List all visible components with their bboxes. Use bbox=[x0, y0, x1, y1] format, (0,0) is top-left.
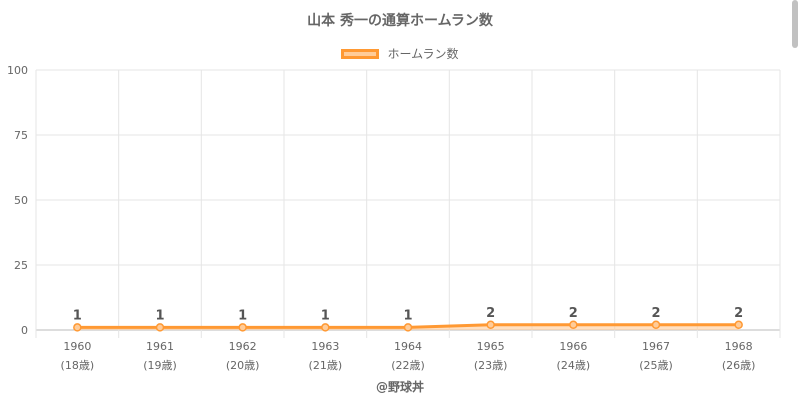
legend-label: ホームラン数 bbox=[387, 47, 459, 61]
legend-swatch bbox=[341, 48, 380, 59]
x-tick-label: 1962 bbox=[229, 340, 257, 353]
x-tick-label: 1963 bbox=[311, 340, 339, 353]
x-tick-sublabel: (20歳) bbox=[226, 359, 260, 372]
y-tick-label: 100 bbox=[7, 64, 28, 77]
x-tick-sublabel: (24歳) bbox=[557, 359, 591, 372]
x-tick-sublabel: (21歳) bbox=[309, 359, 343, 372]
x-tick-sublabel: (22歳) bbox=[391, 359, 425, 372]
x-tick-sublabel: (26歳) bbox=[722, 359, 756, 372]
data-point bbox=[569, 320, 578, 330]
x-tick-sublabel: (25歳) bbox=[639, 359, 673, 372]
scrollbar-thumb[interactable] bbox=[792, 0, 798, 48]
data-label: 2 bbox=[734, 306, 743, 321]
data-label: 2 bbox=[569, 306, 578, 321]
y-tick-label: 0 bbox=[21, 324, 28, 337]
x-tick-label: 1965 bbox=[477, 340, 505, 353]
x-tick-label: 1967 bbox=[642, 340, 670, 353]
data-point bbox=[486, 320, 495, 330]
data-point bbox=[734, 320, 743, 330]
data-label: 1 bbox=[73, 308, 82, 323]
data-label: 2 bbox=[486, 306, 495, 321]
credit-text: @野球丼 bbox=[376, 379, 424, 394]
data-label: 2 bbox=[651, 306, 660, 321]
data-label: 1 bbox=[403, 308, 412, 323]
x-tick-sublabel: (18歳) bbox=[61, 359, 95, 372]
x-tick-label: 1966 bbox=[559, 340, 587, 353]
y-tick-label: 25 bbox=[14, 259, 28, 272]
chart-title: 山本 秀一の通算ホームラン数 bbox=[307, 13, 493, 29]
x-tick-sublabel: (19歳) bbox=[143, 359, 177, 372]
legend[interactable]: ホームラン数 bbox=[0, 45, 800, 62]
x-tick-sublabel: (23歳) bbox=[474, 359, 508, 372]
data-label: 1 bbox=[321, 308, 330, 323]
x-tick-label: 1964 bbox=[394, 340, 422, 353]
data-point bbox=[238, 323, 247, 332]
data-point bbox=[403, 323, 413, 332]
y-tick-label: 50 bbox=[14, 194, 28, 207]
data-point bbox=[651, 320, 661, 330]
x-tick-label: 1961 bbox=[146, 340, 174, 353]
data-point bbox=[321, 323, 330, 332]
y-tick-label: 75 bbox=[14, 129, 28, 142]
data-label: 1 bbox=[155, 308, 164, 323]
data-point bbox=[155, 323, 165, 332]
x-tick-label: 1968 bbox=[725, 340, 753, 353]
data-point bbox=[73, 323, 82, 332]
data-label: 1 bbox=[238, 308, 247, 323]
x-tick-label: 1960 bbox=[63, 340, 91, 353]
